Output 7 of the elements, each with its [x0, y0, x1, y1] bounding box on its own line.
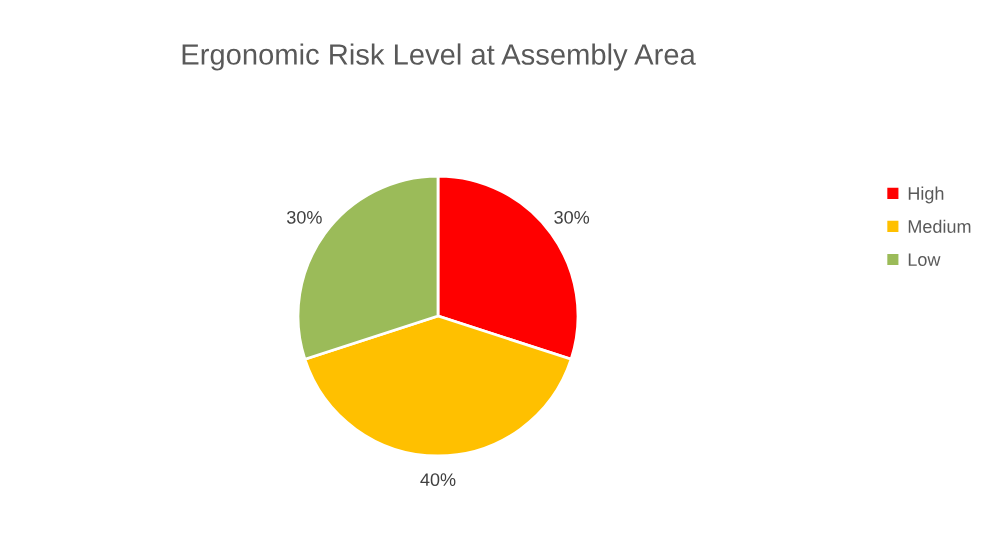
legend-label: High — [908, 186, 944, 204]
data-label: 40% — [420, 473, 456, 487]
data-label: 30% — [286, 210, 322, 224]
chart-title: Ergonomic Risk Level at Assembly Area — [182, 43, 696, 71]
legend-label: Medium — [908, 219, 971, 233]
legend-label: Low — [908, 253, 941, 266]
data-label: 30% — [554, 210, 590, 224]
